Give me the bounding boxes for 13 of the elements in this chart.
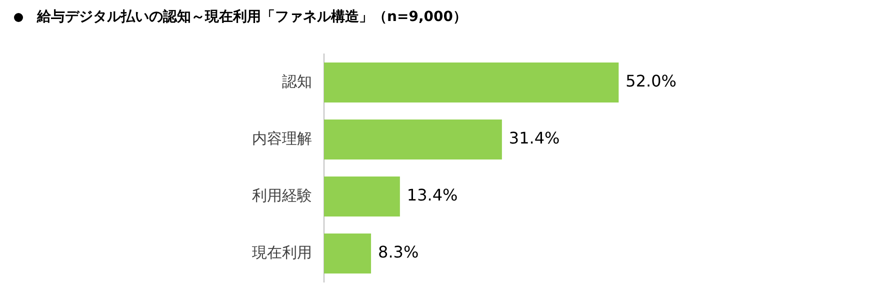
bar — [324, 62, 619, 102]
chart-title: 給与デジタル払いの認知～現在利用「ファネル構造」（n=9,000） — [37, 8, 467, 26]
data-label: 52.0% — [626, 72, 676, 91]
y-tick-label: 利用経験 — [252, 186, 312, 204]
y-tick-label: 認知 — [282, 72, 312, 90]
data-label: 8.3% — [378, 242, 419, 262]
y-tick-label: 現在利用 — [252, 243, 312, 262]
data-label: 31.4% — [508, 128, 560, 148]
data-label: 13.4% — [406, 186, 458, 205]
bar — [324, 176, 400, 216]
y-tick-label: 内容理解 — [252, 129, 312, 148]
bar — [324, 234, 372, 274]
bar — [324, 120, 502, 160]
